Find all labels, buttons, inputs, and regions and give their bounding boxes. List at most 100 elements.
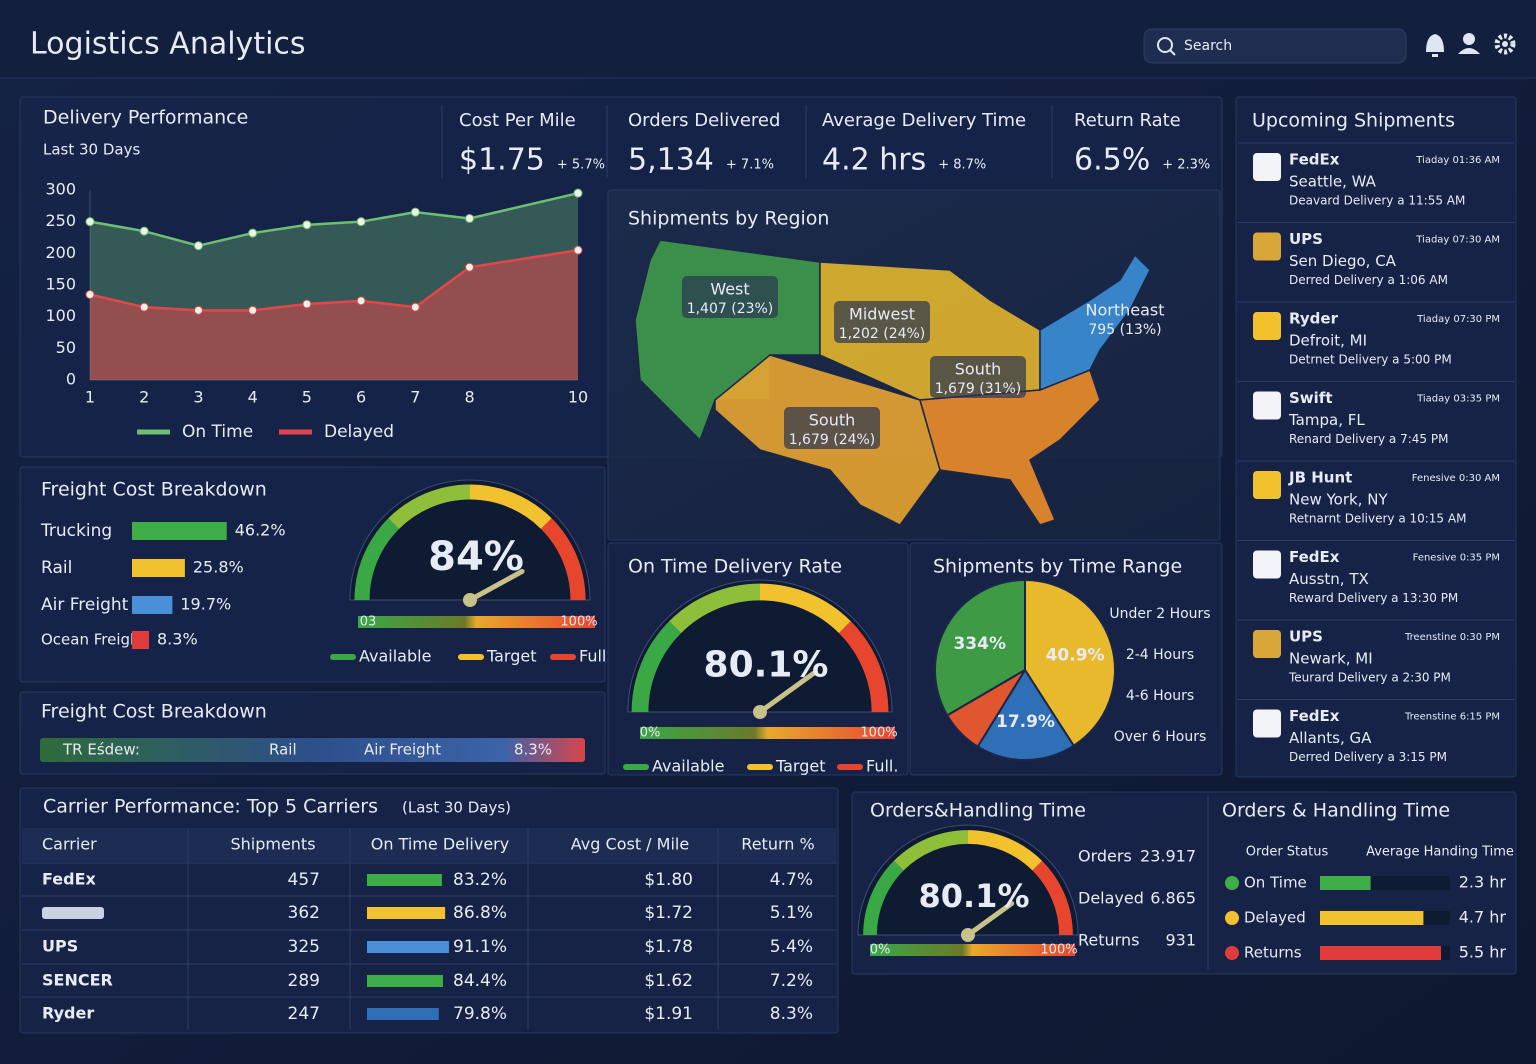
bar — [367, 874, 442, 886]
search-placeholder: Search — [1184, 38, 1232, 54]
point — [465, 262, 475, 272]
x-tick-label: 6 — [356, 388, 366, 407]
shipment-location: Seattle, WA — [1289, 173, 1377, 191]
bar-label: 8.3% — [157, 630, 198, 649]
kpi-value: 6.5% — [1074, 143, 1150, 178]
pie-slice — [976, 668, 1076, 761]
on-time-label: 91.1% — [453, 937, 507, 957]
return-rate: 5.1% — [770, 903, 813, 923]
point — [193, 305, 203, 315]
region-name: West — [710, 280, 749, 299]
carrier-icon — [1253, 232, 1281, 261]
gauge-scale — [640, 727, 895, 739]
on-time-label: 83.2% — [453, 870, 507, 890]
point — [573, 188, 583, 198]
gauge-arc — [354, 518, 400, 601]
app-title: Logistics Analytics — [30, 27, 306, 62]
carrier-icon — [1253, 391, 1281, 420]
region-name: South — [809, 411, 856, 430]
shipment-location: New York, NY — [1289, 491, 1388, 509]
table-header-bg — [22, 828, 836, 862]
search-box[interactable] — [1143, 28, 1407, 64]
legend-label: Delayed — [324, 422, 394, 442]
shipments: 289 — [288, 971, 320, 991]
gauge-needle — [757, 670, 817, 715]
table-subtitle: (Last 30 Days) — [402, 799, 511, 817]
legend-label: Over 6 Hours — [1114, 729, 1207, 745]
y-tick-label: 250 — [45, 211, 76, 230]
bar — [132, 596, 173, 614]
bar-label: 25.8% — [193, 558, 244, 577]
shipment-time: Fenesive 0:35 PM — [1413, 553, 1500, 564]
gauge-arc — [469, 484, 552, 530]
shipment-time: Fenesive 0:30 AM — [1412, 473, 1500, 484]
shipments: 362 — [288, 903, 320, 923]
shipment-time: Tiaday 07:30 AM — [1415, 235, 1500, 246]
return-rate: 5.4% — [770, 937, 813, 957]
carrier-name: Ryder — [42, 1004, 94, 1023]
kpi-change: + 2.3% — [1162, 158, 1210, 173]
point — [193, 241, 203, 251]
column-header: Shipments — [230, 835, 315, 854]
point — [573, 245, 583, 255]
shipment-delivery: Retnarnt Delivery a 10:15 AM — [1289, 512, 1466, 526]
gauge-min-label: 03 — [360, 615, 377, 630]
user-icon[interactable] — [1458, 33, 1480, 54]
gauge-max-label: 100% — [1040, 943, 1077, 958]
panel-title: Orders & Handling Time — [1222, 800, 1450, 822]
carrier-icon — [1253, 709, 1281, 738]
shipment-carrier: UPS — [1289, 230, 1323, 248]
gauge-arc — [893, 830, 969, 871]
pie-slice — [934, 578, 1026, 717]
region-value: 1,202 (24%) — [839, 326, 926, 342]
column-header: Order Status — [1246, 845, 1329, 860]
status-icon — [1225, 876, 1239, 890]
panel-subtitle: Last 30 Days — [43, 141, 140, 159]
gauge-hub — [463, 593, 477, 607]
gauge-arc — [863, 860, 904, 936]
carrier-icon — [1253, 630, 1281, 658]
gauge-arc — [838, 621, 889, 713]
bar — [1320, 946, 1441, 960]
y-tick-label: 300 — [45, 180, 76, 199]
kpi-title: Return Rate — [1074, 110, 1181, 131]
column-header: Avg Cost / Mile — [571, 835, 689, 854]
shipment-location: Newark, MI — [1289, 650, 1373, 668]
region-value: 1,679 (24%) — [789, 432, 876, 448]
x-tick-label: 2 — [139, 388, 149, 407]
kpi-value: 4.2 hrs — [822, 143, 926, 178]
x-tick-label: 1 — [85, 388, 95, 407]
gauge-arc — [1032, 860, 1073, 936]
gauge-hub — [961, 928, 975, 942]
return-rate: 8.3% — [770, 1004, 813, 1024]
region-value: 1,407 (23%) — [687, 301, 774, 317]
summary-segment: TR Eśdew: — [62, 741, 140, 759]
shipment-time: Treenstine 0:30 PM — [1404, 632, 1500, 643]
summary-segment: 8.3% — [514, 741, 552, 759]
bar — [367, 975, 443, 987]
shipment-time: Tiaday 03:35 PM — [1416, 394, 1500, 405]
region-label-box — [784, 407, 880, 449]
region-value: 1,679 (31%) — [935, 381, 1022, 397]
point — [356, 296, 366, 306]
panel-title: Upcoming Shipments — [1252, 110, 1455, 132]
legend-label: Available — [652, 757, 724, 776]
avg-cost: $1.80 — [644, 870, 693, 890]
stat-value: 6.865 — [1150, 889, 1196, 908]
shipment-time: Tiaday 07:30 PM — [1416, 314, 1500, 325]
bar — [367, 907, 446, 919]
shipments: 247 — [288, 1004, 320, 1024]
carrier-icon — [1253, 471, 1281, 499]
shipment-delivery: Detrnet Delivery a 5:00 PM — [1289, 353, 1452, 367]
x-tick-label: 3 — [193, 388, 203, 407]
gauge-value: 84% — [428, 534, 524, 580]
slice-label: 17.9% — [996, 712, 1055, 732]
x-tick-label: 5 — [302, 388, 312, 407]
settings-icon[interactable] — [1494, 33, 1516, 55]
on-time-label: 79.8% — [453, 1004, 507, 1024]
map-region — [1039, 253, 1151, 392]
notification-icon[interactable] — [1426, 34, 1444, 57]
gauge-arc — [967, 830, 1043, 871]
point — [465, 214, 475, 223]
